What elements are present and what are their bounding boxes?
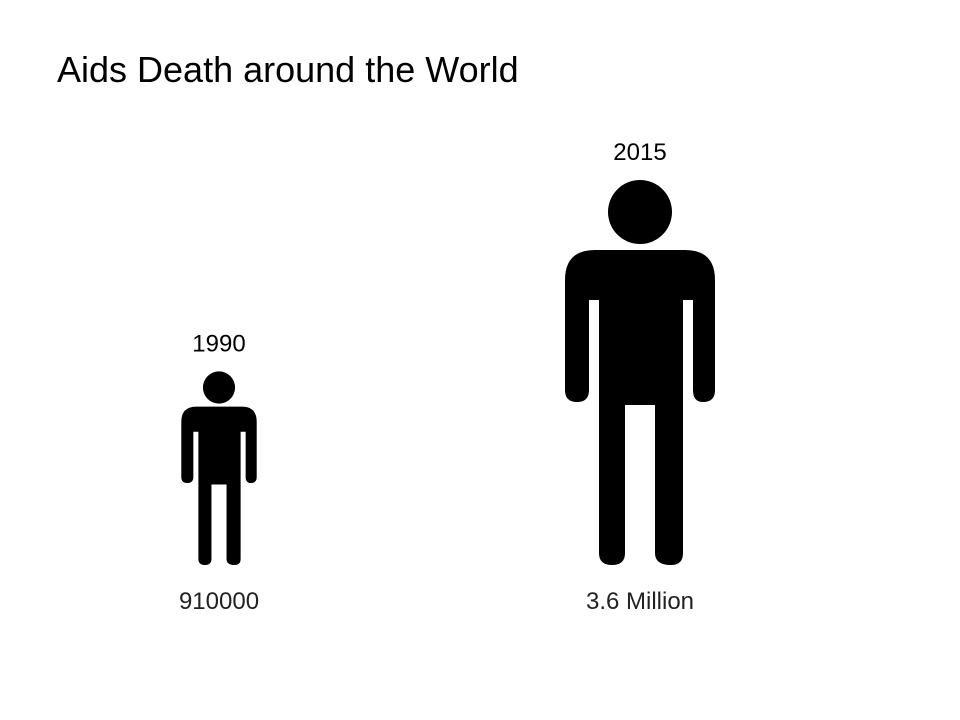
person-icon bbox=[565, 180, 715, 565]
person-body bbox=[565, 250, 715, 565]
value-label: 3.6 Million bbox=[586, 588, 694, 615]
category-label: 2015 bbox=[613, 139, 666, 166]
person-icon bbox=[181, 371, 257, 565]
person-body bbox=[181, 406, 257, 565]
category-label: 1990 bbox=[192, 330, 245, 357]
value-label: 910000 bbox=[179, 588, 259, 615]
chart-title: Aids Death around the World bbox=[57, 49, 519, 90]
person-head bbox=[608, 180, 672, 244]
person-head bbox=[202, 371, 236, 404]
